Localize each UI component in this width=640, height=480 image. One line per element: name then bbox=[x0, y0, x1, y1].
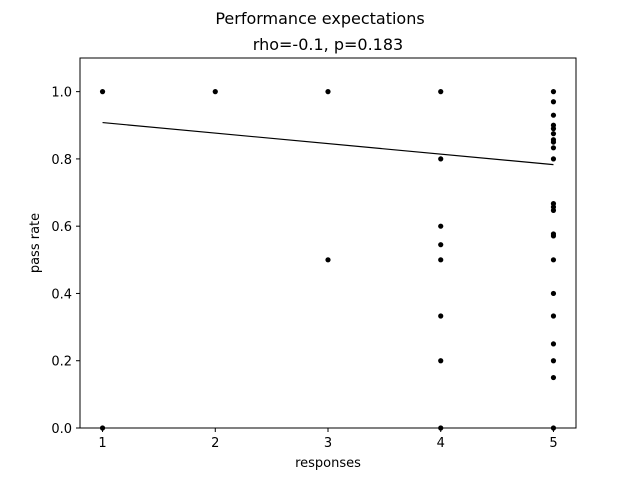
data-point bbox=[550, 341, 557, 347]
y-tick-label: 1.0 bbox=[51, 86, 72, 101]
data-point bbox=[550, 425, 557, 431]
data-point bbox=[550, 89, 557, 95]
data-point bbox=[438, 313, 444, 319]
data-point bbox=[99, 89, 106, 95]
y-tick-label: 0.0 bbox=[51, 422, 72, 437]
data-point bbox=[325, 257, 331, 263]
data-point bbox=[550, 257, 557, 263]
plot-area: 1 2 3 4 5 0.0 0.2 0.4 0.6 0.8 1.0 bbox=[51, 57, 577, 451]
x-tick-label: 5 bbox=[549, 436, 557, 451]
chart-title: Performance expectations bbox=[215, 9, 424, 28]
chart-subtitle: rho=-0.1, p=0.183 bbox=[253, 35, 403, 54]
data-point bbox=[550, 374, 557, 381]
data-point bbox=[438, 242, 444, 248]
x-tick-label: 2 bbox=[211, 436, 219, 451]
data-point bbox=[550, 99, 557, 105]
data-point bbox=[325, 89, 331, 95]
data-point bbox=[438, 358, 444, 364]
trend-line bbox=[102, 121, 554, 166]
data-point bbox=[99, 425, 106, 431]
data-point bbox=[550, 139, 557, 145]
y-tick-label: 0.4 bbox=[51, 287, 72, 302]
data-point bbox=[438, 89, 444, 95]
y-axis-label: pass rate bbox=[28, 213, 43, 273]
data-point bbox=[438, 223, 444, 229]
data-point bbox=[438, 257, 444, 263]
data-point bbox=[550, 156, 557, 162]
y-tick-label: 0.2 bbox=[51, 355, 72, 370]
data-point bbox=[550, 358, 557, 364]
data-point bbox=[550, 126, 557, 132]
data-point bbox=[550, 131, 557, 137]
x-tick-label: 1 bbox=[98, 436, 106, 451]
data-point bbox=[438, 425, 444, 431]
data-point bbox=[550, 145, 557, 151]
data-point bbox=[550, 233, 557, 239]
data-point bbox=[550, 112, 557, 118]
x-axis-label: responses bbox=[295, 456, 361, 471]
x-tick-label: 4 bbox=[437, 436, 445, 451]
data-point bbox=[550, 290, 557, 297]
data-point bbox=[550, 207, 557, 213]
data-point bbox=[550, 313, 557, 319]
data-point bbox=[438, 156, 444, 162]
y-tick-label: 0.6 bbox=[51, 220, 72, 235]
x-tick-label: 3 bbox=[324, 436, 332, 451]
data-point bbox=[212, 89, 218, 95]
y-tick-label: 0.8 bbox=[51, 153, 72, 168]
